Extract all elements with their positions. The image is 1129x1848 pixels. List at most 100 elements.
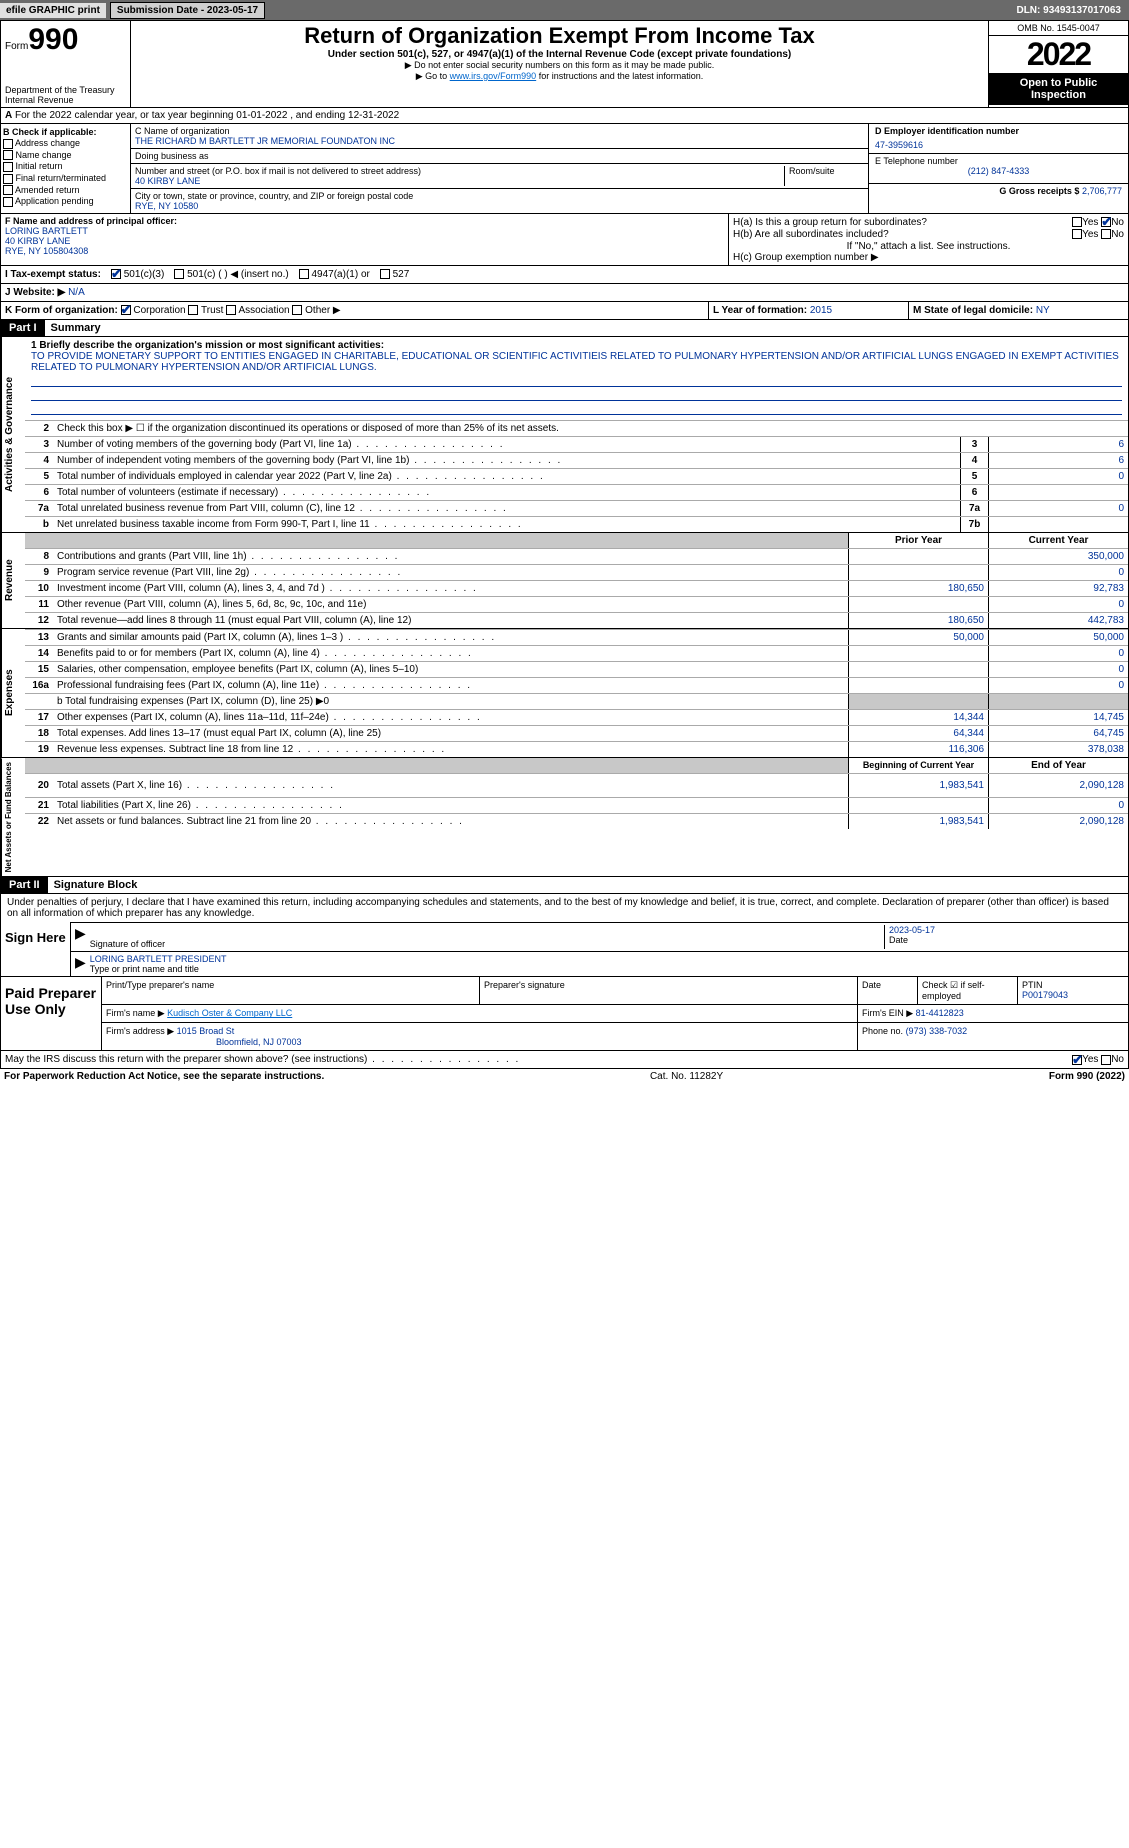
irs-discuss-text: May the IRS discuss this return with the…: [5, 1054, 1072, 1065]
officer-label: F Name and address of principal officer:: [5, 216, 724, 226]
form-number-block: Form990: [5, 23, 126, 57]
col-f-officer: F Name and address of principal officer:…: [1, 214, 728, 265]
col-h-group: H(a) Is this a group return for subordin…: [728, 214, 1128, 265]
ha-yesno[interactable]: Yes No: [1072, 217, 1124, 228]
cb-501c3[interactable]: 501(c)(3): [111, 269, 164, 280]
line8-desc: Contributions and grants (Part VIII, lin…: [55, 550, 848, 563]
cat-no: Cat. No. 11282Y: [324, 1071, 1049, 1082]
line16a-cy: 0: [988, 678, 1128, 693]
line13-desc: Grants and similar amounts paid (Part IX…: [55, 631, 848, 644]
state-domicile-label: M State of legal domicile:: [913, 305, 1033, 316]
org-name-value: THE RICHARD M BARTLETT JR MEMORIAL FOUND…: [135, 136, 864, 146]
ptin-value: P00179043: [1022, 990, 1124, 1000]
section-b-through-g: B Check if applicable: Address change Na…: [0, 124, 1129, 214]
cb-trust[interactable]: Trust: [188, 305, 223, 316]
tax-status-label: I Tax-exempt status:: [5, 269, 101, 280]
sig-name-value: LORING BARTLETT PRESIDENT: [90, 954, 1124, 964]
ha-label: H(a) Is this a group return for subordin…: [733, 217, 927, 228]
line13-py: 50,000: [848, 630, 988, 645]
row-i-tax-status: I Tax-exempt status: 501(c)(3) 501(c) ( …: [0, 266, 1129, 284]
cb-4947[interactable]: 4947(a)(1) or: [299, 269, 370, 280]
line3-val: 6: [988, 437, 1128, 452]
col-c-org-info: C Name of organization THE RICHARD M BAR…: [131, 124, 868, 213]
cb-initial-return[interactable]: Initial return: [3, 161, 128, 172]
line15-py: [848, 662, 988, 677]
form-number: 990: [28, 23, 78, 56]
gross-receipts-value: 2,706,777: [1082, 186, 1122, 196]
mission-line: [31, 389, 1122, 401]
part1-title: Summary: [45, 320, 107, 336]
city-value: RYE, NY 10580: [135, 201, 864, 211]
officer-name: LORING BARTLETT: [5, 226, 724, 236]
room-suite-label: Room/suite: [784, 166, 864, 186]
open-inspection-badge: Open to Public Inspection: [989, 73, 1128, 105]
cb-assoc[interactable]: Association: [226, 305, 289, 316]
prep-name-hdr: Print/Type preparer's name: [102, 977, 480, 1004]
submission-date[interactable]: Submission Date - 2023-05-17: [110, 2, 265, 19]
line18-cy: 64,745: [988, 726, 1128, 741]
revenue-block: Revenue Prior YearCurrent Year 8Contribu…: [0, 533, 1129, 629]
line17-desc: Other expenses (Part IX, column (A), lin…: [55, 711, 848, 724]
cb-final-return[interactable]: Final return/terminated: [3, 173, 128, 184]
year-formation-value: 2015: [810, 305, 832, 316]
website-value: N/A: [68, 287, 85, 298]
part2-title: Signature Block: [48, 877, 144, 893]
side-net: Net Assets or Fund Balances: [1, 758, 25, 876]
form-footer: Form 990 (2022): [1049, 1071, 1125, 1082]
irs-link[interactable]: www.irs.gov/Form990: [450, 71, 537, 81]
ptin-hdr: PTIN: [1022, 980, 1124, 990]
cb-address-change[interactable]: Address change: [3, 138, 128, 149]
line9-py: [848, 565, 988, 580]
top-bar: efile GRAPHIC print Submission Date - 20…: [0, 0, 1129, 20]
line3-desc: Number of voting members of the governin…: [55, 438, 960, 451]
line19-cy: 378,038: [988, 742, 1128, 757]
sig-officer-label: Signature of officer: [90, 939, 884, 949]
line16b-desc: b Total fundraising expenses (Part IX, c…: [55, 695, 848, 708]
cb-name-change[interactable]: Name change: [3, 150, 128, 161]
firm-name-label: Firm's name ▶: [106, 1008, 165, 1018]
line18-py: 64,344: [848, 726, 988, 741]
line19-desc: Revenue less expenses. Subtract line 18 …: [55, 743, 848, 756]
cb-amended[interactable]: Amended return: [3, 185, 128, 196]
sig-date-label: Date: [889, 935, 1124, 945]
irs-discuss-row: May the IRS discuss this return with the…: [0, 1051, 1129, 1069]
line15-desc: Salaries, other compensation, employee b…: [55, 663, 848, 676]
dln-label: DLN: 93493137017063: [1016, 5, 1129, 16]
cb-app-pending[interactable]: Application pending: [3, 196, 128, 207]
line8-cy: 350,000: [988, 549, 1128, 564]
line21-eoy: 0: [988, 798, 1128, 813]
side-gov: Activities & Governance: [1, 337, 25, 532]
form-header: Form990 Department of the Treasury Inter…: [0, 20, 1129, 108]
mission-line: [31, 375, 1122, 387]
cb-527[interactable]: 527: [380, 269, 409, 280]
side-exp: Expenses: [1, 629, 25, 757]
line5-desc: Total number of individuals employed in …: [55, 470, 960, 483]
self-employed-cb[interactable]: Check ☑ if self-employed: [918, 977, 1018, 1004]
prep-sig-hdr: Preparer's signature: [480, 977, 858, 1004]
cb-corp[interactable]: Corporation: [121, 305, 186, 316]
row-a-period: A For the 2022 calendar year, or tax yea…: [0, 108, 1129, 124]
firm-name-link[interactable]: Kudisch Oster & Company LLC: [167, 1008, 292, 1018]
officer-addr2: RYE, NY 105804308: [5, 246, 724, 256]
col-d-e-g: D Employer identification number 47-3959…: [868, 124, 1128, 213]
form-title: Return of Organization Exempt From Incom…: [133, 23, 986, 49]
line17-py: 14,344: [848, 710, 988, 725]
mission-line: [31, 403, 1122, 415]
cb-501c[interactable]: 501(c) ( ) ◀ (insert no.): [174, 269, 288, 280]
prior-year-hdr: Prior Year: [848, 533, 988, 548]
firm-ein-value: 81-4412823: [916, 1008, 964, 1018]
line10-py: 180,650: [848, 581, 988, 596]
irs-discuss-yesno[interactable]: Yes No: [1072, 1054, 1124, 1065]
sig-intro-text: Under penalties of perjury, I declare th…: [1, 894, 1128, 922]
hb-yesno[interactable]: Yes No: [1072, 229, 1124, 240]
efile-label: efile GRAPHIC print: [0, 3, 106, 18]
cb-other[interactable]: Other ▶: [292, 305, 340, 316]
ssn-warning: ▶ Do not enter social security numbers o…: [133, 60, 986, 71]
part2-header-row: Part II Signature Block: [0, 877, 1129, 894]
hc-label: H(c) Group exemption number ▶: [733, 252, 1124, 263]
part1-header-row: Part I Summary: [0, 320, 1129, 337]
tax-period-text: For the 2022 calendar year, or tax year …: [15, 110, 399, 121]
line16a-desc: Professional fundraising fees (Part IX, …: [55, 679, 848, 692]
mission-text: TO PROVIDE MONETARY SUPPORT TO ENTITIES …: [31, 351, 1122, 373]
phone-value: (212) 847-4333: [875, 166, 1122, 176]
